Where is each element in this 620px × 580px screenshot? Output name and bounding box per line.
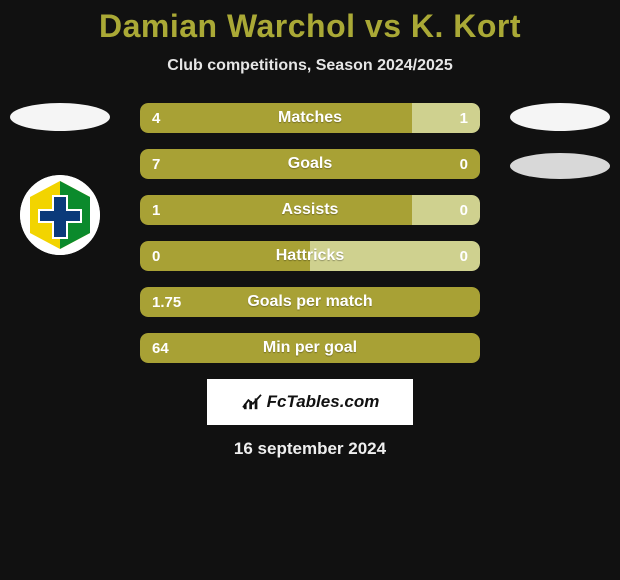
stat-row: 41Matches — [140, 103, 480, 133]
watermark: FcTables.com — [207, 379, 413, 425]
stat-label: Assists — [140, 195, 480, 225]
watermark-chart-icon — [241, 393, 263, 411]
stat-row: 00Hattricks — [140, 241, 480, 271]
page-title: Damian Warchol vs K. Kort — [0, 0, 620, 45]
stat-row: 70Goals — [140, 149, 480, 179]
stat-row: 64Min per goal — [140, 333, 480, 363]
stat-label: Goals per match — [140, 287, 480, 317]
comparison-area: 41Matches 70Goals 10Assists 00Hattricks 1.75… — [0, 103, 620, 459]
player-right-badge-bottom — [510, 153, 610, 179]
watermark-text: FcTables.com — [267, 392, 380, 412]
club-logo-left — [20, 175, 100, 255]
stat-row: 10Assists — [140, 195, 480, 225]
stat-label: Goals — [140, 149, 480, 179]
stat-label: Hattricks — [140, 241, 480, 271]
comparison-bars: 41Matches 70Goals 10Assists 00Hattricks 1.75… — [140, 103, 480, 363]
page-subtitle: Club competitions, Season 2024/2025 — [0, 57, 620, 75]
player-left-badge — [10, 103, 110, 131]
date-label: 16 september 2024 — [0, 439, 620, 459]
stat-row: 1.75Goals per match — [140, 287, 480, 317]
club-logo-icon — [20, 175, 100, 255]
stat-label: Matches — [140, 103, 480, 133]
player-right-badge-top — [510, 103, 610, 131]
stat-label: Min per goal — [140, 333, 480, 363]
